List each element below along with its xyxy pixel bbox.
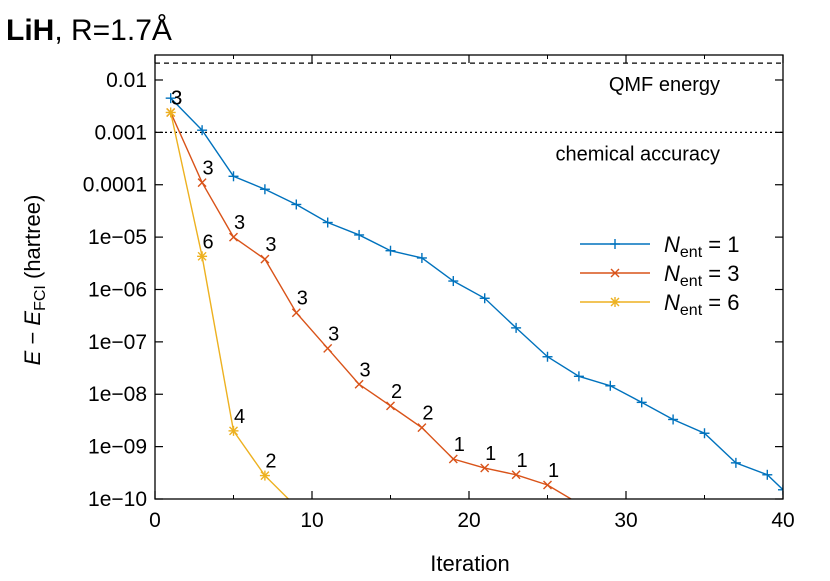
series-0-point-12 bbox=[542, 351, 553, 362]
series-2-point-label-2: 4 bbox=[234, 406, 245, 428]
series-1-point-label-4: 3 bbox=[297, 288, 308, 310]
chart-title-geometry: , R=1.7Å bbox=[54, 14, 172, 47]
series-1-point-4 bbox=[291, 308, 301, 318]
series-0-point-9 bbox=[448, 276, 459, 287]
y-tick-label-3: 1e−05 bbox=[88, 226, 147, 249]
series-0-point-7 bbox=[385, 245, 396, 256]
series-1-point-label-2: 3 bbox=[234, 212, 245, 234]
series-2-point-label-3: 2 bbox=[265, 451, 276, 473]
series-1-point-label-9: 1 bbox=[454, 434, 465, 456]
series-1-point-8 bbox=[417, 423, 427, 433]
series-1-point-label-1: 3 bbox=[203, 158, 214, 180]
series-1-point-5 bbox=[323, 343, 333, 353]
series-0-point-20 bbox=[778, 484, 783, 495]
series-0-point-17 bbox=[699, 428, 710, 439]
y-axis-label-part: (hartree) bbox=[20, 195, 45, 285]
series-1-point-7 bbox=[386, 401, 395, 411]
series-layer bbox=[165, 93, 783, 499]
series-0-point-3 bbox=[259, 184, 270, 195]
series-1-point-6 bbox=[354, 379, 364, 389]
reference-label-0: QMF energy bbox=[609, 74, 720, 96]
series-0-point-14 bbox=[605, 380, 616, 391]
x-axis-label: Iteration bbox=[430, 551, 510, 576]
legend-marker-1 bbox=[610, 268, 620, 278]
y-axis-label-part: − bbox=[20, 326, 45, 351]
series-1-point-label-3: 3 bbox=[265, 234, 276, 256]
y-tick-label-5: 1e−07 bbox=[88, 331, 147, 354]
y-tick-label-1: 0.001 bbox=[94, 121, 147, 144]
series-0-point-2 bbox=[228, 171, 239, 182]
series-0-point-11 bbox=[511, 322, 522, 333]
series-1-point-12 bbox=[543, 480, 552, 490]
chart-title-molecule: LiH bbox=[6, 14, 54, 47]
legend-marker-0 bbox=[610, 239, 620, 249]
series-0-point-10 bbox=[479, 293, 490, 304]
series-2 bbox=[165, 107, 289, 499]
series-2-point-3 bbox=[259, 470, 270, 481]
series-1-point-label-8: 2 bbox=[422, 403, 433, 425]
series-0-point-16 bbox=[668, 414, 679, 425]
reference-label-1: chemical accuracy bbox=[555, 143, 720, 165]
series-0-point-18 bbox=[730, 457, 741, 468]
y-tick-label-0: 0.01 bbox=[106, 69, 147, 92]
series-1-point-10 bbox=[480, 463, 490, 473]
series-2-point-label-0: 3 bbox=[171, 87, 182, 109]
series-1-point-label-11: 1 bbox=[517, 450, 528, 472]
y-tick-label-2: 0.0001 bbox=[83, 174, 147, 197]
series-1-point-label-7: 2 bbox=[391, 381, 402, 403]
series-0-point-6 bbox=[354, 229, 365, 240]
series-2-point-2 bbox=[228, 425, 239, 436]
series-1 bbox=[166, 107, 572, 499]
series-0-point-1 bbox=[197, 125, 208, 136]
axes: 0 10 20 30 40 0.01 0.001 0.0001 1e−05 1e−06 1e−07 1… bbox=[83, 54, 795, 532]
series-1-point-label-5: 3 bbox=[328, 323, 339, 345]
series-1-point-9 bbox=[448, 454, 458, 464]
series-1-point-label-6: 3 bbox=[360, 359, 371, 381]
series-1-point-2 bbox=[229, 232, 238, 242]
series-0-point-8 bbox=[416, 252, 427, 263]
series-0-point-4 bbox=[291, 199, 302, 210]
y-axis-label-part: E bbox=[20, 311, 45, 326]
series-0 bbox=[165, 93, 783, 495]
y-tick-label-7: 1e−09 bbox=[88, 436, 147, 459]
series-0-point-0 bbox=[165, 93, 176, 104]
series-2-point-0 bbox=[165, 107, 176, 118]
series-0-point-15 bbox=[636, 397, 647, 408]
series-1-point-label-10: 1 bbox=[485, 443, 496, 465]
series-0-point-13 bbox=[573, 371, 584, 382]
series-0-point-5 bbox=[322, 217, 333, 228]
series-1-point-3 bbox=[260, 254, 270, 264]
series-1-point-label-12: 1 bbox=[548, 460, 559, 482]
y-tick-label-8: 1e−10 bbox=[88, 488, 147, 511]
series-2-point-1 bbox=[197, 251, 208, 262]
series-0-point-19 bbox=[762, 469, 773, 480]
chart-title: LiH, R=1.7Å bbox=[6, 14, 172, 47]
x-tick-label-4: 40 bbox=[771, 509, 794, 532]
reference-lines: QMF energy chemical accuracy bbox=[155, 62, 783, 165]
x-tick-label-1: 10 bbox=[300, 509, 323, 532]
legend-label-1: Nent = 3 bbox=[664, 261, 739, 290]
y-tick-label-6: 1e−08 bbox=[88, 383, 147, 406]
y-tick-label-4: 1e−06 bbox=[88, 278, 147, 301]
legend-label-0: Nent = 1 bbox=[664, 232, 739, 261]
x-tick-label-3: 30 bbox=[614, 509, 637, 532]
x-tick-label-2: 20 bbox=[457, 509, 480, 532]
y-axis-label: E − EFCI (hartree) bbox=[20, 195, 49, 366]
series-2-point-label-1: 6 bbox=[203, 231, 214, 253]
series-1-point-1 bbox=[197, 178, 207, 188]
legend-marker-2 bbox=[610, 297, 620, 307]
series-1-point-label-0: 3 bbox=[171, 87, 182, 109]
legend-label-2: Nent = 6 bbox=[664, 290, 739, 319]
series-1-line bbox=[170, 112, 572, 499]
y-axis-label-part: E bbox=[20, 350, 45, 365]
series-1-point-11 bbox=[511, 470, 521, 480]
x-tick-label-0: 0 bbox=[149, 509, 161, 532]
y-axis-label-part: FCI bbox=[32, 285, 49, 311]
